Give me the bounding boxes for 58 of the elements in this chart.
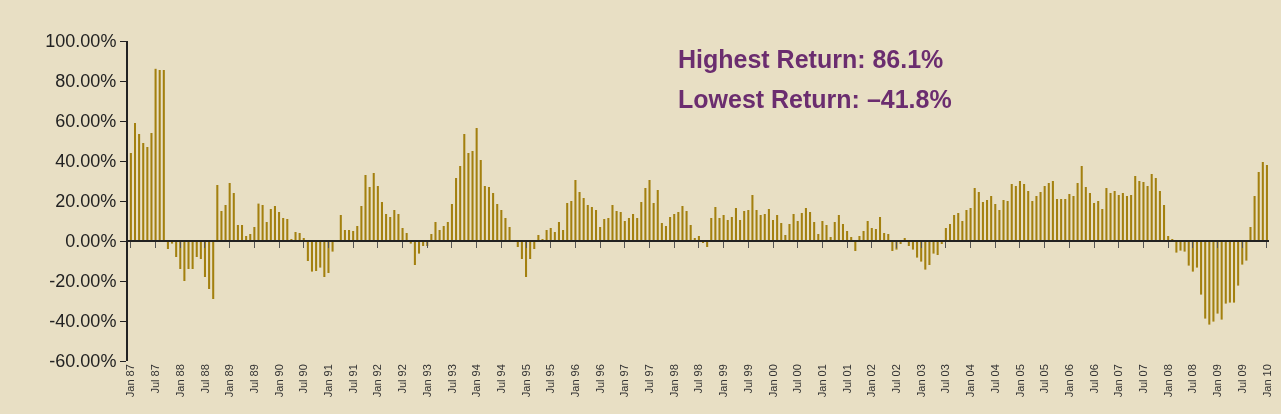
x-tick-label: Jul 95 (544, 364, 557, 394)
x-tick-label: Jul 91 (346, 364, 359, 394)
x-tick-label: Jan 04 (964, 364, 977, 398)
x-tick-label: Jan 05 (1013, 364, 1026, 398)
x-tick-label: Jan 09 (1211, 364, 1224, 398)
y-tick-label: 40.00% (55, 151, 117, 172)
x-tick-label: Jan 06 (1062, 364, 1075, 398)
y-tick-label: -20.00% (49, 271, 117, 292)
x-tick-label: Jul 07 (1137, 364, 1150, 394)
annotation: Highest Return: 86.1% (678, 45, 944, 73)
x-tick-label: Jan 07 (1112, 364, 1125, 398)
x-tick-label: Jul 99 (741, 364, 754, 394)
x-tick-label: Jan 93 (420, 364, 433, 398)
x-tick-label: Jan 92 (371, 364, 384, 398)
x-tick-label: Jul 02 (890, 364, 903, 394)
x-tick-label: Jan 90 (272, 364, 285, 398)
y-tick-label: 0.00% (65, 231, 117, 252)
x-tick-label: Jul 87 (149, 364, 162, 394)
x-tick-label: Jul 88 (198, 364, 211, 394)
x-tick-label: Jul 92 (396, 364, 409, 394)
x-tick-label: Jan 10 (1260, 364, 1273, 398)
y-tick-label: 100.00% (45, 31, 117, 52)
x-tick-label: Jul 89 (247, 364, 260, 394)
x-tick-label: Jul 05 (1038, 364, 1051, 394)
x-tick-label: Jul 08 (1186, 364, 1199, 394)
x-tick-label: Jul 97 (643, 364, 656, 394)
x-tick-label: Jan 95 (519, 364, 532, 398)
x-tick-label: Jul 00 (791, 364, 804, 394)
x-tick-label: Jan 99 (717, 364, 730, 398)
x-tick-label: Jan 91 (322, 364, 335, 398)
x-tick-label: Jan 03 (914, 364, 927, 398)
x-tick-label: Jan 02 (865, 364, 878, 398)
annotation: Lowest Return: –41.8% (678, 85, 952, 113)
x-tick-label: Jul 90 (297, 364, 310, 394)
y-tick-label: -40.00% (49, 311, 117, 332)
x-tick-label: Jul 94 (494, 364, 507, 394)
x-tick-label: Jan 89 (223, 364, 236, 398)
x-tick-label: Jan 87 (124, 364, 137, 398)
y-tick-label: 60.00% (55, 111, 117, 132)
x-tick-label: Jul 01 (840, 364, 853, 394)
x-tick-label: Jan 94 (470, 364, 483, 398)
x-tick-label: Jul 03 (939, 364, 952, 394)
y-tick-label: -60.00% (49, 351, 117, 372)
x-tick-label: Jan 98 (667, 364, 680, 398)
x-tick-label: Jul 93 (445, 364, 458, 394)
x-tick-label: Jan 00 (766, 364, 779, 398)
x-tick-label: Jan 96 (569, 364, 582, 398)
x-tick-label: Jul 09 (1235, 364, 1248, 394)
x-tick-label: Jan 08 (1161, 364, 1174, 398)
x-tick-label: Jul 04 (988, 364, 1001, 394)
y-tick-label: 20.00% (55, 191, 117, 212)
x-tick-label: Jan 01 (815, 364, 828, 398)
x-tick-label: Jan 97 (618, 364, 631, 398)
x-tick-label: Jul 98 (692, 364, 705, 394)
x-tick-label: Jul 06 (1087, 364, 1100, 394)
x-tick-label: Jan 88 (173, 364, 186, 398)
x-tick-label: Jul 96 (593, 364, 606, 394)
y-tick-label: 80.00% (55, 71, 117, 92)
